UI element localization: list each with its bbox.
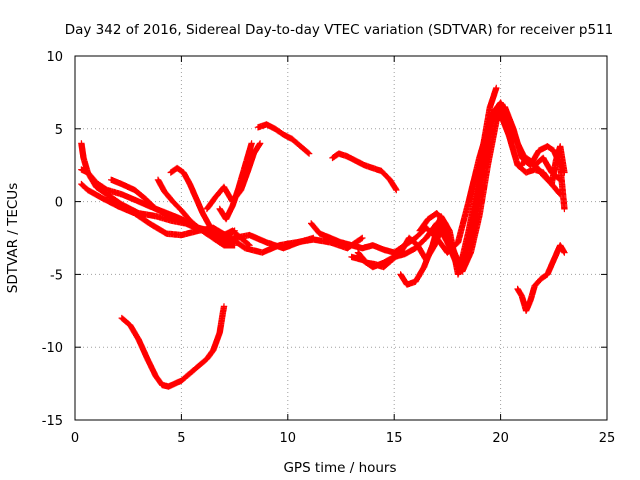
y-tick-label: 5: [55, 123, 63, 138]
series-arc-11: [329, 150, 400, 194]
y-tick-label: 10: [46, 50, 63, 65]
y-tick-label: 0: [55, 196, 63, 211]
series-markers: [416, 103, 568, 275]
x-tick-label: 25: [599, 431, 616, 446]
y-axis-label: SDTVAR / TECUs: [5, 183, 21, 293]
chart-title: Day 342 of 2016, Sidereal Day-to-day VTE…: [65, 22, 614, 38]
data-points: [78, 84, 568, 390]
series-arc-9: [254, 121, 313, 157]
series-arc-6: [167, 164, 238, 243]
y-tick-label: -5: [50, 268, 63, 283]
grid: [75, 56, 607, 420]
series-markers: [518, 143, 568, 188]
series-arc-18: [118, 303, 228, 390]
x-tick-label: 20: [492, 431, 509, 446]
series-arc-16: [518, 143, 568, 188]
series-markers: [216, 140, 255, 223]
series-arc-8: [216, 140, 255, 223]
x-tick-label: 0: [71, 431, 79, 446]
series-markers: [167, 164, 238, 243]
series-markers: [329, 150, 400, 194]
series-arc-15: [416, 103, 568, 275]
x-tick-label: 15: [386, 431, 403, 446]
series-markers: [514, 242, 568, 314]
series-arc-17: [514, 242, 568, 314]
x-tick-label: 5: [177, 431, 185, 446]
axis-ticks: 0 5 10 15 20 25 -15 -10 -5 0 5 10: [42, 50, 616, 446]
y-tick-label: -15: [42, 414, 63, 429]
x-tick-label: 10: [280, 431, 297, 446]
series-markers: [118, 303, 228, 390]
series-markers: [254, 121, 313, 157]
plot-frame: [74, 55, 608, 421]
y-tick-label: -10: [42, 341, 63, 356]
x-axis-label: GPS time / hours: [283, 460, 396, 476]
